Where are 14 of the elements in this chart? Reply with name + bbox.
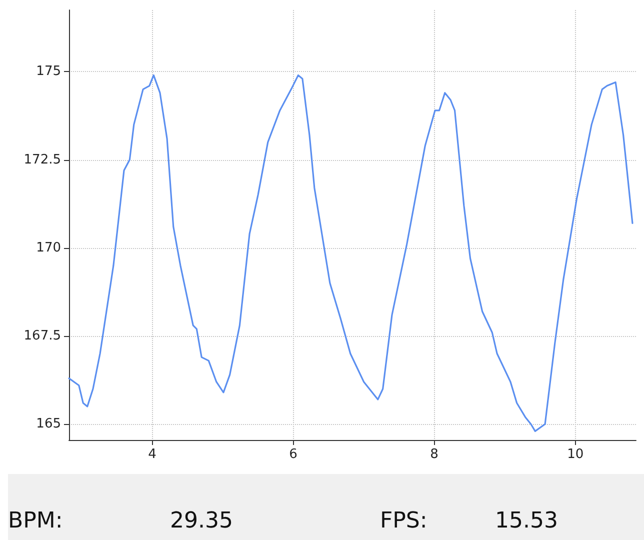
y-tick-label: 167.5: [24, 328, 61, 344]
x-tick-label: 4: [148, 447, 156, 462]
text: BPM:: [8, 508, 63, 534]
y-tick-label: 170: [36, 240, 61, 256]
y-tick-label: 172.5: [24, 152, 61, 168]
x-tick-label: 8: [430, 447, 438, 462]
text: 29.35: [170, 508, 233, 534]
line-series: [68, 74, 634, 432]
text: 15.53: [495, 508, 558, 534]
text: FPS:: [380, 508, 428, 534]
x-tick-label: 10: [567, 447, 584, 462]
x-tick-label: 6: [289, 447, 298, 462]
y-tick-label: 175: [36, 64, 61, 80]
y-tick-label: 165: [36, 416, 61, 432]
